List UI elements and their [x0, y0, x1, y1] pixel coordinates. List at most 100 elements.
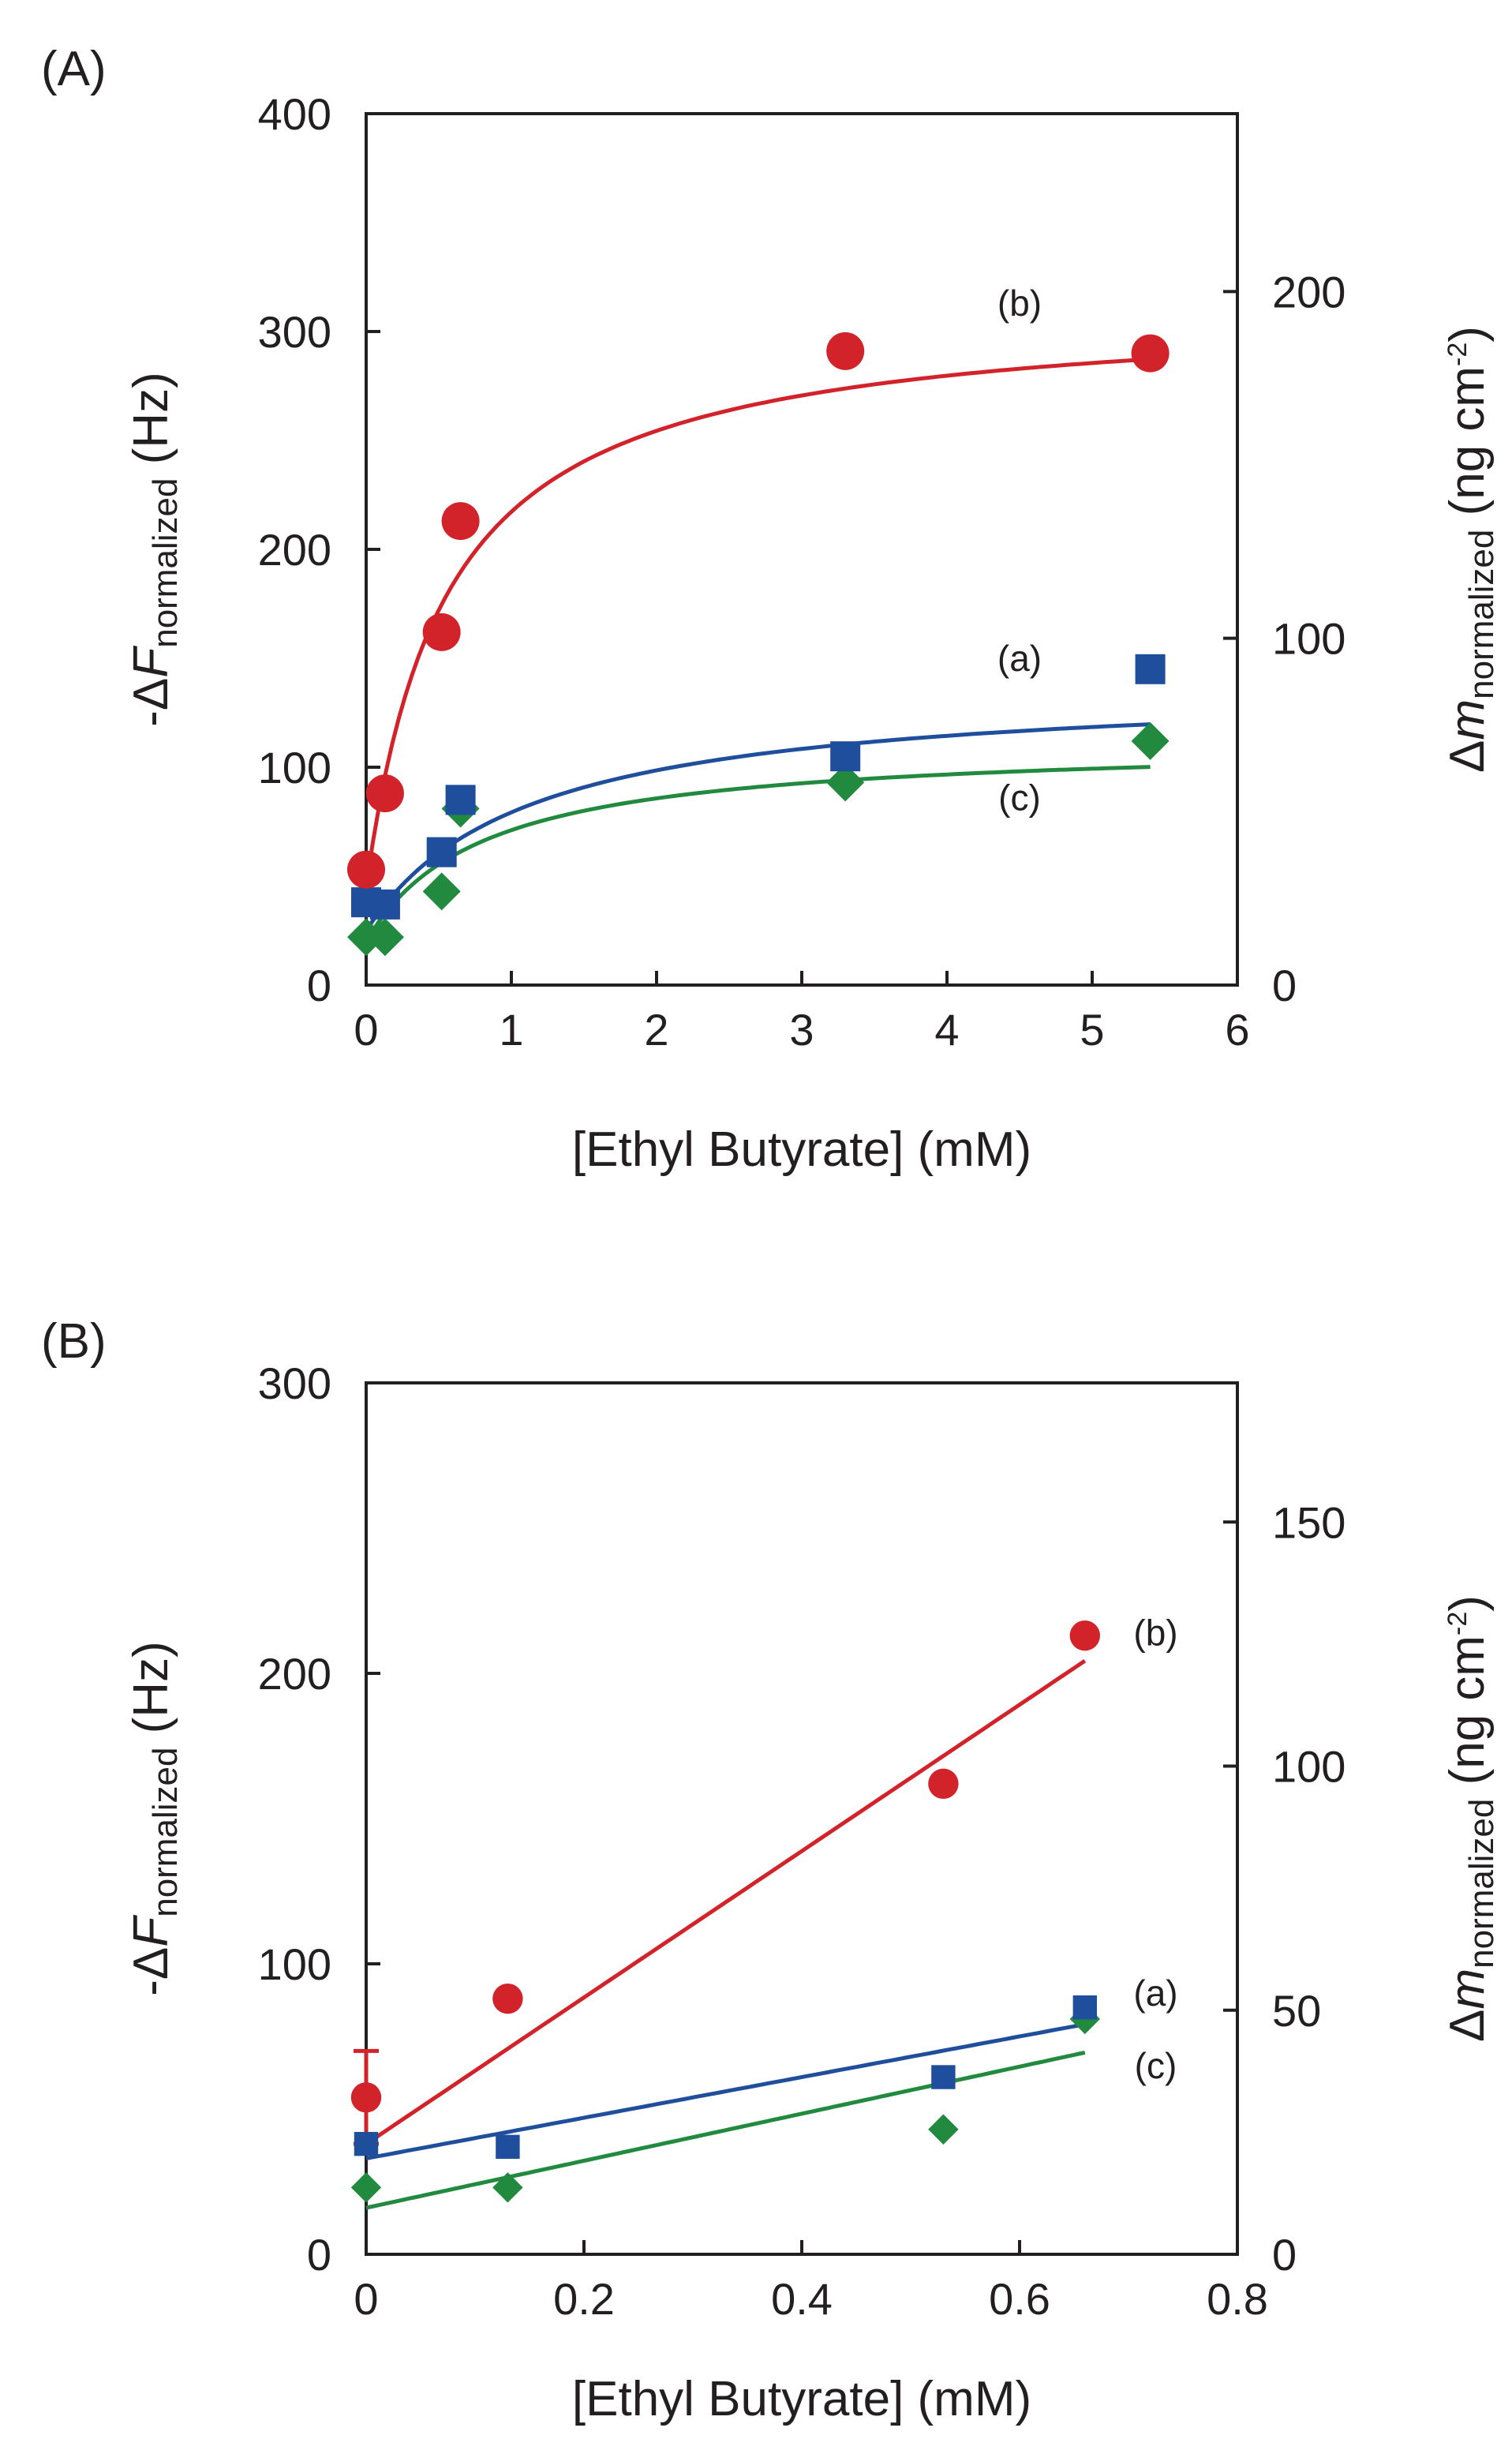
data-points	[347, 332, 1170, 957]
series-labels: (a) (b) (c)	[997, 283, 1042, 819]
fit-line-a	[364, 722, 1151, 932]
y-tick-label: 0	[307, 2230, 331, 2280]
y2-axis-title-unit: (ng cm	[1440, 366, 1495, 530]
data-point-b	[826, 332, 865, 370]
data-point-a	[369, 889, 400, 920]
series-label-b: (b)	[997, 283, 1042, 324]
y2-axis-title-prefix: Δ	[1440, 2010, 1495, 2042]
x-tick-label: 0	[354, 2274, 378, 2324]
x-tick-label: 2	[644, 1005, 668, 1055]
fit-curves	[364, 357, 1151, 943]
fit-lines	[365, 1659, 1087, 2210]
data-point-b	[422, 613, 461, 651]
data-point-a	[1072, 1995, 1097, 2020]
y-axis-title-unit: (Hz)	[124, 1641, 178, 1747]
x-axis: 0 1 2 3 4 5 6	[354, 971, 1250, 1055]
data-point-c	[826, 763, 865, 802]
series-labels: (a) (b) (c)	[1133, 1612, 1177, 2085]
chart-panel-a: (A) 0 1 2 3 4 5 6 0 100 200 300 400 0 100 200 (a) (b)…	[41, 42, 1501, 1177]
y2-tick-label: 200	[1272, 267, 1345, 317]
x-tick-label: 0.2	[553, 2274, 615, 2324]
x-tick-label: 5	[1080, 1005, 1104, 1055]
panel-label: (A)	[41, 42, 107, 96]
data-point-a	[426, 837, 457, 867]
y-axis-title-var: F	[124, 1915, 178, 1947]
x-tick-label: 0	[354, 1005, 378, 1055]
data-point-c	[1131, 721, 1170, 760]
y-tick-label: 200	[258, 1649, 331, 1699]
data-point-a	[1135, 654, 1166, 684]
data-point-b	[441, 502, 480, 541]
data-point-b	[350, 2082, 382, 2113]
y-axis-right: 0 50 100 150	[1223, 1497, 1345, 2280]
fit-line-b	[365, 1659, 1087, 2146]
y2-axis-title: Δmnormalized (ng cm-2)	[1440, 326, 1501, 773]
x-tick-label: 0.8	[1207, 2274, 1268, 2324]
fit-line-b	[364, 357, 1151, 888]
y-tick-label: 400	[258, 89, 331, 139]
plot-frame	[365, 112, 1239, 987]
x-tick-label: 1	[499, 1005, 523, 1055]
data-point-a	[830, 741, 861, 772]
y2-axis-title-unit: (ng cm	[1440, 1635, 1495, 1799]
y-tick-label: 300	[258, 1358, 331, 1408]
x-tick-label: 6	[1225, 1005, 1249, 1055]
fit-line-c	[364, 765, 1151, 943]
y2-tick-label: 0	[1272, 2230, 1297, 2280]
x-axis-title: [Ethyl Butyrate] (mM)	[572, 1122, 1031, 1177]
y2-tick-label: 100	[1272, 1742, 1345, 1792]
y2-axis-title-close: )	[1440, 1595, 1495, 1612]
data-point-c	[492, 2172, 523, 2203]
data-point-c	[928, 2114, 959, 2145]
y2-axis-title: Δmnormalized (ng cm-2)	[1440, 1595, 1501, 2042]
y2-tick-label: 0	[1272, 961, 1297, 1010]
fit-line-a	[365, 2022, 1086, 2161]
y-axis-title: -ΔFnormalized (Hz)	[124, 372, 185, 726]
y-tick-label: 0	[307, 961, 331, 1010]
y-axis-title-var: F	[124, 646, 178, 678]
y2-tick-label: 100	[1272, 614, 1345, 664]
y-axis-left: 0 100 200 300 400	[258, 89, 380, 1010]
x-axis: 0 0.2 0.4 0.6 0.8	[354, 2240, 1268, 2324]
data-point-a	[445, 785, 476, 815]
data-point-c	[422, 872, 461, 911]
y-tick-label: 100	[258, 743, 331, 792]
data-point-b	[928, 1768, 959, 1800]
y-tick-label: 200	[258, 525, 331, 575]
plot-frame	[365, 1381, 1239, 2256]
panel-label: (B)	[41, 1314, 107, 1369]
x-tick-label: 4	[934, 1005, 959, 1055]
y2-axis-title-var: m	[1440, 699, 1495, 740]
x-tick-label: 3	[789, 1005, 814, 1055]
series-label-c: (c)	[998, 777, 1041, 819]
data-point-c	[365, 918, 404, 957]
y-axis-title-prefix: -Δ	[124, 678, 178, 727]
y-axis-title: -ΔFnormalized (Hz)	[124, 1641, 185, 1995]
y2-tick-label: 50	[1272, 1986, 1321, 2036]
data-point-c	[350, 2172, 382, 2203]
data-point-b	[492, 1983, 523, 2014]
data-point-a	[354, 2131, 379, 2156]
y-tick-label: 100	[258, 1939, 331, 1989]
series-label-c: (c)	[1135, 2045, 1177, 2086]
y2-axis-title-sub: normalized	[1462, 530, 1501, 699]
data-point-a	[931, 2065, 956, 2089]
y-tick-label: 300	[258, 307, 331, 357]
y2-axis-title-sup: -2	[1443, 1612, 1473, 1635]
fit-line-c	[365, 2050, 1086, 2210]
y2-tick-label: 150	[1272, 1497, 1345, 1547]
x-tick-label: 0.6	[989, 2274, 1050, 2324]
y2-axis-title-sup: -2	[1443, 343, 1473, 366]
y2-axis-title-var: m	[1440, 1969, 1495, 2010]
series-label-b: (b)	[1133, 1612, 1177, 1653]
data-point-b	[347, 850, 385, 889]
y-axis-title-prefix: -Δ	[124, 1947, 178, 1996]
y2-axis-title-close: )	[1440, 326, 1495, 343]
y2-axis-title-prefix: Δ	[1440, 740, 1495, 773]
data-point-b	[365, 774, 404, 813]
data-point-b	[1069, 1620, 1101, 1651]
y-axis-title-unit: (Hz)	[124, 372, 178, 478]
data-point-a	[496, 2134, 520, 2160]
chart-panel-b: (B) 0 0.2 0.4 0.6 0.8 0 100 200 300 0 50 100 150 (…	[41, 1314, 1501, 2426]
